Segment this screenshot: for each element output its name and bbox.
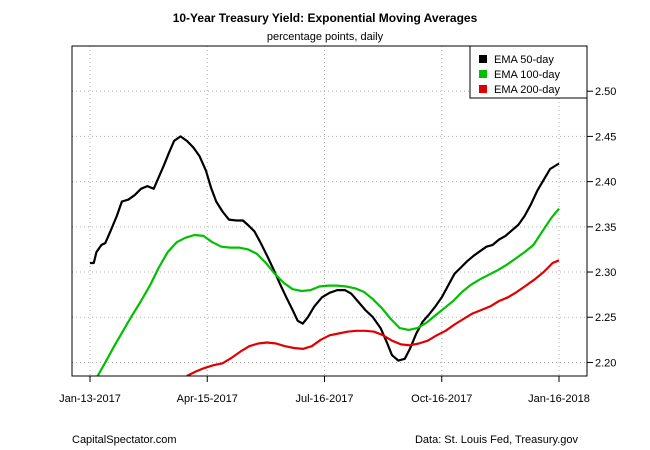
x-tick-label-0: Jan-13-2017 — [59, 393, 121, 405]
y-tick-label-6: 2.50 — [595, 86, 616, 98]
x-tick-label-4: Jan-16-2018 — [528, 393, 590, 405]
x-tick-label-3: Oct-16-2017 — [411, 393, 472, 405]
series-line-0 — [90, 135, 560, 362]
y-axis: 2.20 2.25 2.30 2.35 2.40 2.45 2.50 — [587, 86, 616, 369]
legend-swatch-0 — [479, 55, 487, 63]
series-lines — [90, 135, 560, 376]
x-tick-label-2: Jul-16-2017 — [295, 393, 353, 405]
y-tick-label-1: 2.25 — [595, 312, 616, 324]
legend-box — [469, 45, 588, 99]
legend-swatch-2 — [479, 85, 487, 93]
y-tick-label-0: 2.20 — [595, 357, 616, 369]
legend-label-1: EMA 100-day — [494, 69, 561, 81]
y-tick-label-3: 2.35 — [595, 222, 616, 234]
legend-label-0: EMA 50-day — [494, 54, 554, 66]
y-tick-label-4: 2.40 — [595, 177, 616, 189]
series-line-1 — [96, 207, 560, 376]
footer-left: CapitalSpectator.com — [72, 434, 177, 446]
chart-title: 10-Year Treasury Yield: Exponential Movi… — [173, 11, 478, 25]
legend-label-2: EMA 200-day — [494, 84, 561, 96]
series-line-2 — [186, 259, 560, 376]
y-tick-label-2: 2.30 — [595, 267, 616, 279]
chart-subtitle: percentage points, daily — [267, 31, 384, 43]
plot-frame — [71, 45, 588, 377]
legend-swatch-1 — [479, 70, 487, 78]
footer-right: Data: St. Louis Fed, Treasury.gov — [415, 434, 579, 446]
x-tick-label-1: Apr-15-2017 — [177, 393, 238, 405]
y-tick-label-5: 2.45 — [595, 131, 616, 143]
legend: EMA 50-day EMA 100-day EMA 200-day — [469, 45, 588, 99]
x-axis: Jan-13-2017 Apr-15-2017 Jul-16-2017 Oct-16-… — [59, 376, 590, 405]
